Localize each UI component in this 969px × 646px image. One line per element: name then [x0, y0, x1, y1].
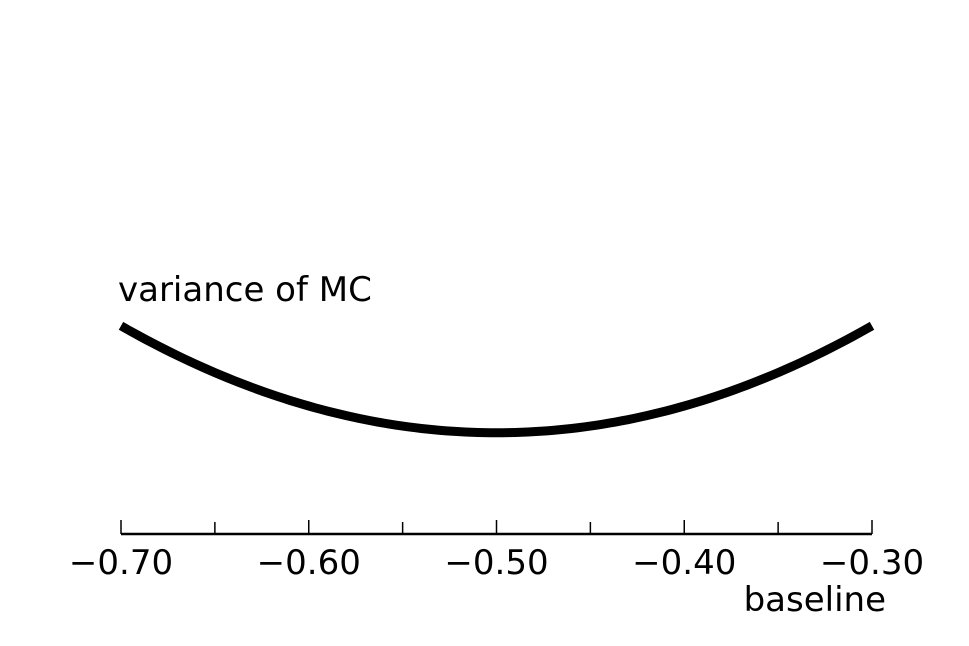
- x-tick-label: −0.60: [257, 543, 361, 583]
- x-tick-label: −0.30: [820, 543, 924, 583]
- series-label-variance-of-mc: variance of MC: [118, 270, 372, 310]
- x-tick-label: −0.50: [444, 543, 548, 583]
- x-tick-label: −0.40: [632, 543, 736, 583]
- x-axis: −0.70 −0.60 −0.50 −0.40 −0.30 baseline: [69, 520, 924, 620]
- x-axis-label: baseline: [744, 580, 886, 620]
- x-major-ticks: [120, 520, 873, 534]
- series-group: [118, 321, 875, 438]
- x-minor-ticks: [214, 522, 779, 534]
- x-tick-label: −0.70: [69, 543, 173, 583]
- x-tick-labels: −0.70 −0.60 −0.50 −0.40 −0.30: [69, 543, 924, 583]
- series-line-variance-of-mc: [118, 321, 875, 438]
